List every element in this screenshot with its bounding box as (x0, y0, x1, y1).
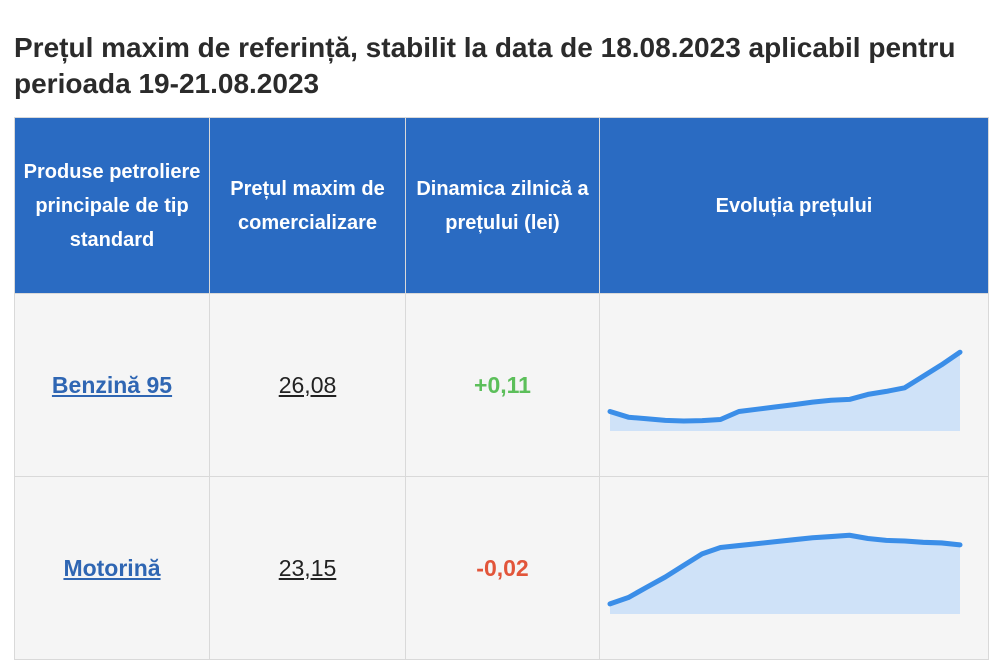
price-evolution-sparkline (607, 349, 963, 432)
sparkline-area (610, 352, 960, 432)
header-price-evolution: Evoluția prețului (599, 117, 989, 294)
header-daily-change: Dinamica zilnică a prețului (lei) (405, 117, 600, 294)
product-cell: Benzină 95 (14, 293, 210, 477)
change-cell: +0,11 (405, 293, 600, 477)
sparkline-line (607, 349, 963, 424)
table-header-row: Produse petroliere principale de tip sta… (14, 117, 989, 294)
header-max-price: Prețul maxim de comercializare (209, 117, 406, 294)
price-cell: 26,08 (209, 293, 406, 477)
daily-change-value: +0,11 (474, 371, 531, 398)
page-title: Prețul maxim de referință, stabilit la d… (14, 32, 956, 99)
product-link-benzina-95[interactable]: Benzină 95 (51, 371, 173, 398)
product-link-motorina[interactable]: Motorină (63, 554, 161, 581)
price-link-benzina-95[interactable]: 26,08 (278, 371, 337, 398)
daily-change-value: -0,02 (476, 554, 529, 581)
price-table: Produse petroliere principale de tip sta… (14, 117, 989, 660)
sparkline-cell (599, 476, 989, 660)
sparkline-cell (599, 293, 989, 477)
product-cell: Motorină (14, 476, 210, 660)
header-products: Produse petroliere principale de tip sta… (14, 117, 210, 294)
sparkline-line (607, 532, 963, 607)
table-row: Benzină 95 26,08 +0,11 (14, 293, 989, 477)
price-link-motorina[interactable]: 23,15 (278, 554, 337, 581)
change-cell: -0,02 (405, 476, 600, 660)
sparkline-area (610, 535, 960, 615)
price-cell: 23,15 (209, 476, 406, 660)
price-evolution-sparkline (607, 532, 963, 615)
table-row: Motorină 23,15 -0,02 (14, 476, 989, 660)
